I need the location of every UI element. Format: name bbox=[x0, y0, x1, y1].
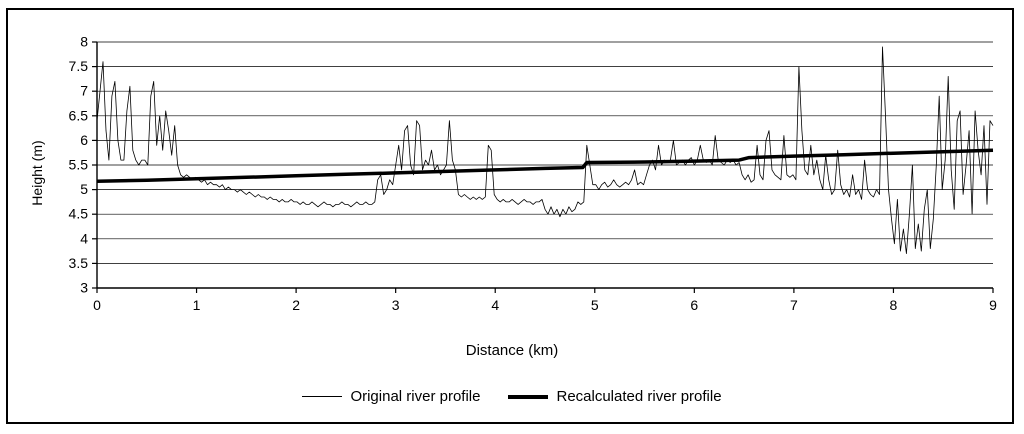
thin-line-icon bbox=[302, 396, 343, 397]
y-tick-label: 3.5 bbox=[69, 255, 89, 271]
legend-item-recalculated: Recalculated river profile bbox=[508, 388, 722, 405]
series-thick bbox=[96, 148, 994, 183]
thick-line-icon bbox=[508, 394, 549, 399]
x-axis-title: Distance (km) bbox=[465, 342, 559, 359]
x-tick-label: 8 bbox=[890, 297, 898, 313]
y-tick-label: 7 bbox=[80, 83, 88, 99]
x-tick-label: 5 bbox=[591, 297, 599, 313]
y-tick-label: 4.5 bbox=[69, 206, 89, 222]
y-tick-label: 7.5 bbox=[69, 58, 89, 74]
y-tick-label: 4 bbox=[80, 230, 88, 246]
y-tick-label: 8 bbox=[80, 34, 88, 50]
series-thin bbox=[96, 46, 994, 254]
legend-label-original: Original river profile bbox=[350, 388, 481, 405]
x-tick-label: 9 bbox=[989, 297, 997, 313]
x-tick-label: 4 bbox=[491, 297, 499, 313]
x-tick-label: 6 bbox=[690, 297, 698, 313]
legend-item-original: Original river profile bbox=[302, 388, 480, 405]
x-tick-label: 1 bbox=[193, 297, 201, 313]
x-tick-label: 2 bbox=[292, 297, 300, 313]
y-tick-label: 6 bbox=[80, 132, 88, 148]
x-tick-label: 3 bbox=[392, 297, 400, 313]
x-tick-label: 0 bbox=[93, 297, 101, 313]
y-tick-label: 5.5 bbox=[69, 157, 89, 173]
chart-frame bbox=[6, 8, 1014, 424]
legend: Original river profile Recalculated rive… bbox=[0, 388, 1024, 405]
y-axis-title: Height (m) bbox=[29, 140, 45, 206]
x-tick-label: 7 bbox=[790, 297, 798, 313]
y-tick-label: 6.5 bbox=[69, 107, 89, 123]
y-tick-label: 5 bbox=[80, 181, 88, 197]
y-tick-label: 3 bbox=[80, 280, 88, 296]
legend-label-recalculated: Recalculated river profile bbox=[556, 388, 722, 405]
